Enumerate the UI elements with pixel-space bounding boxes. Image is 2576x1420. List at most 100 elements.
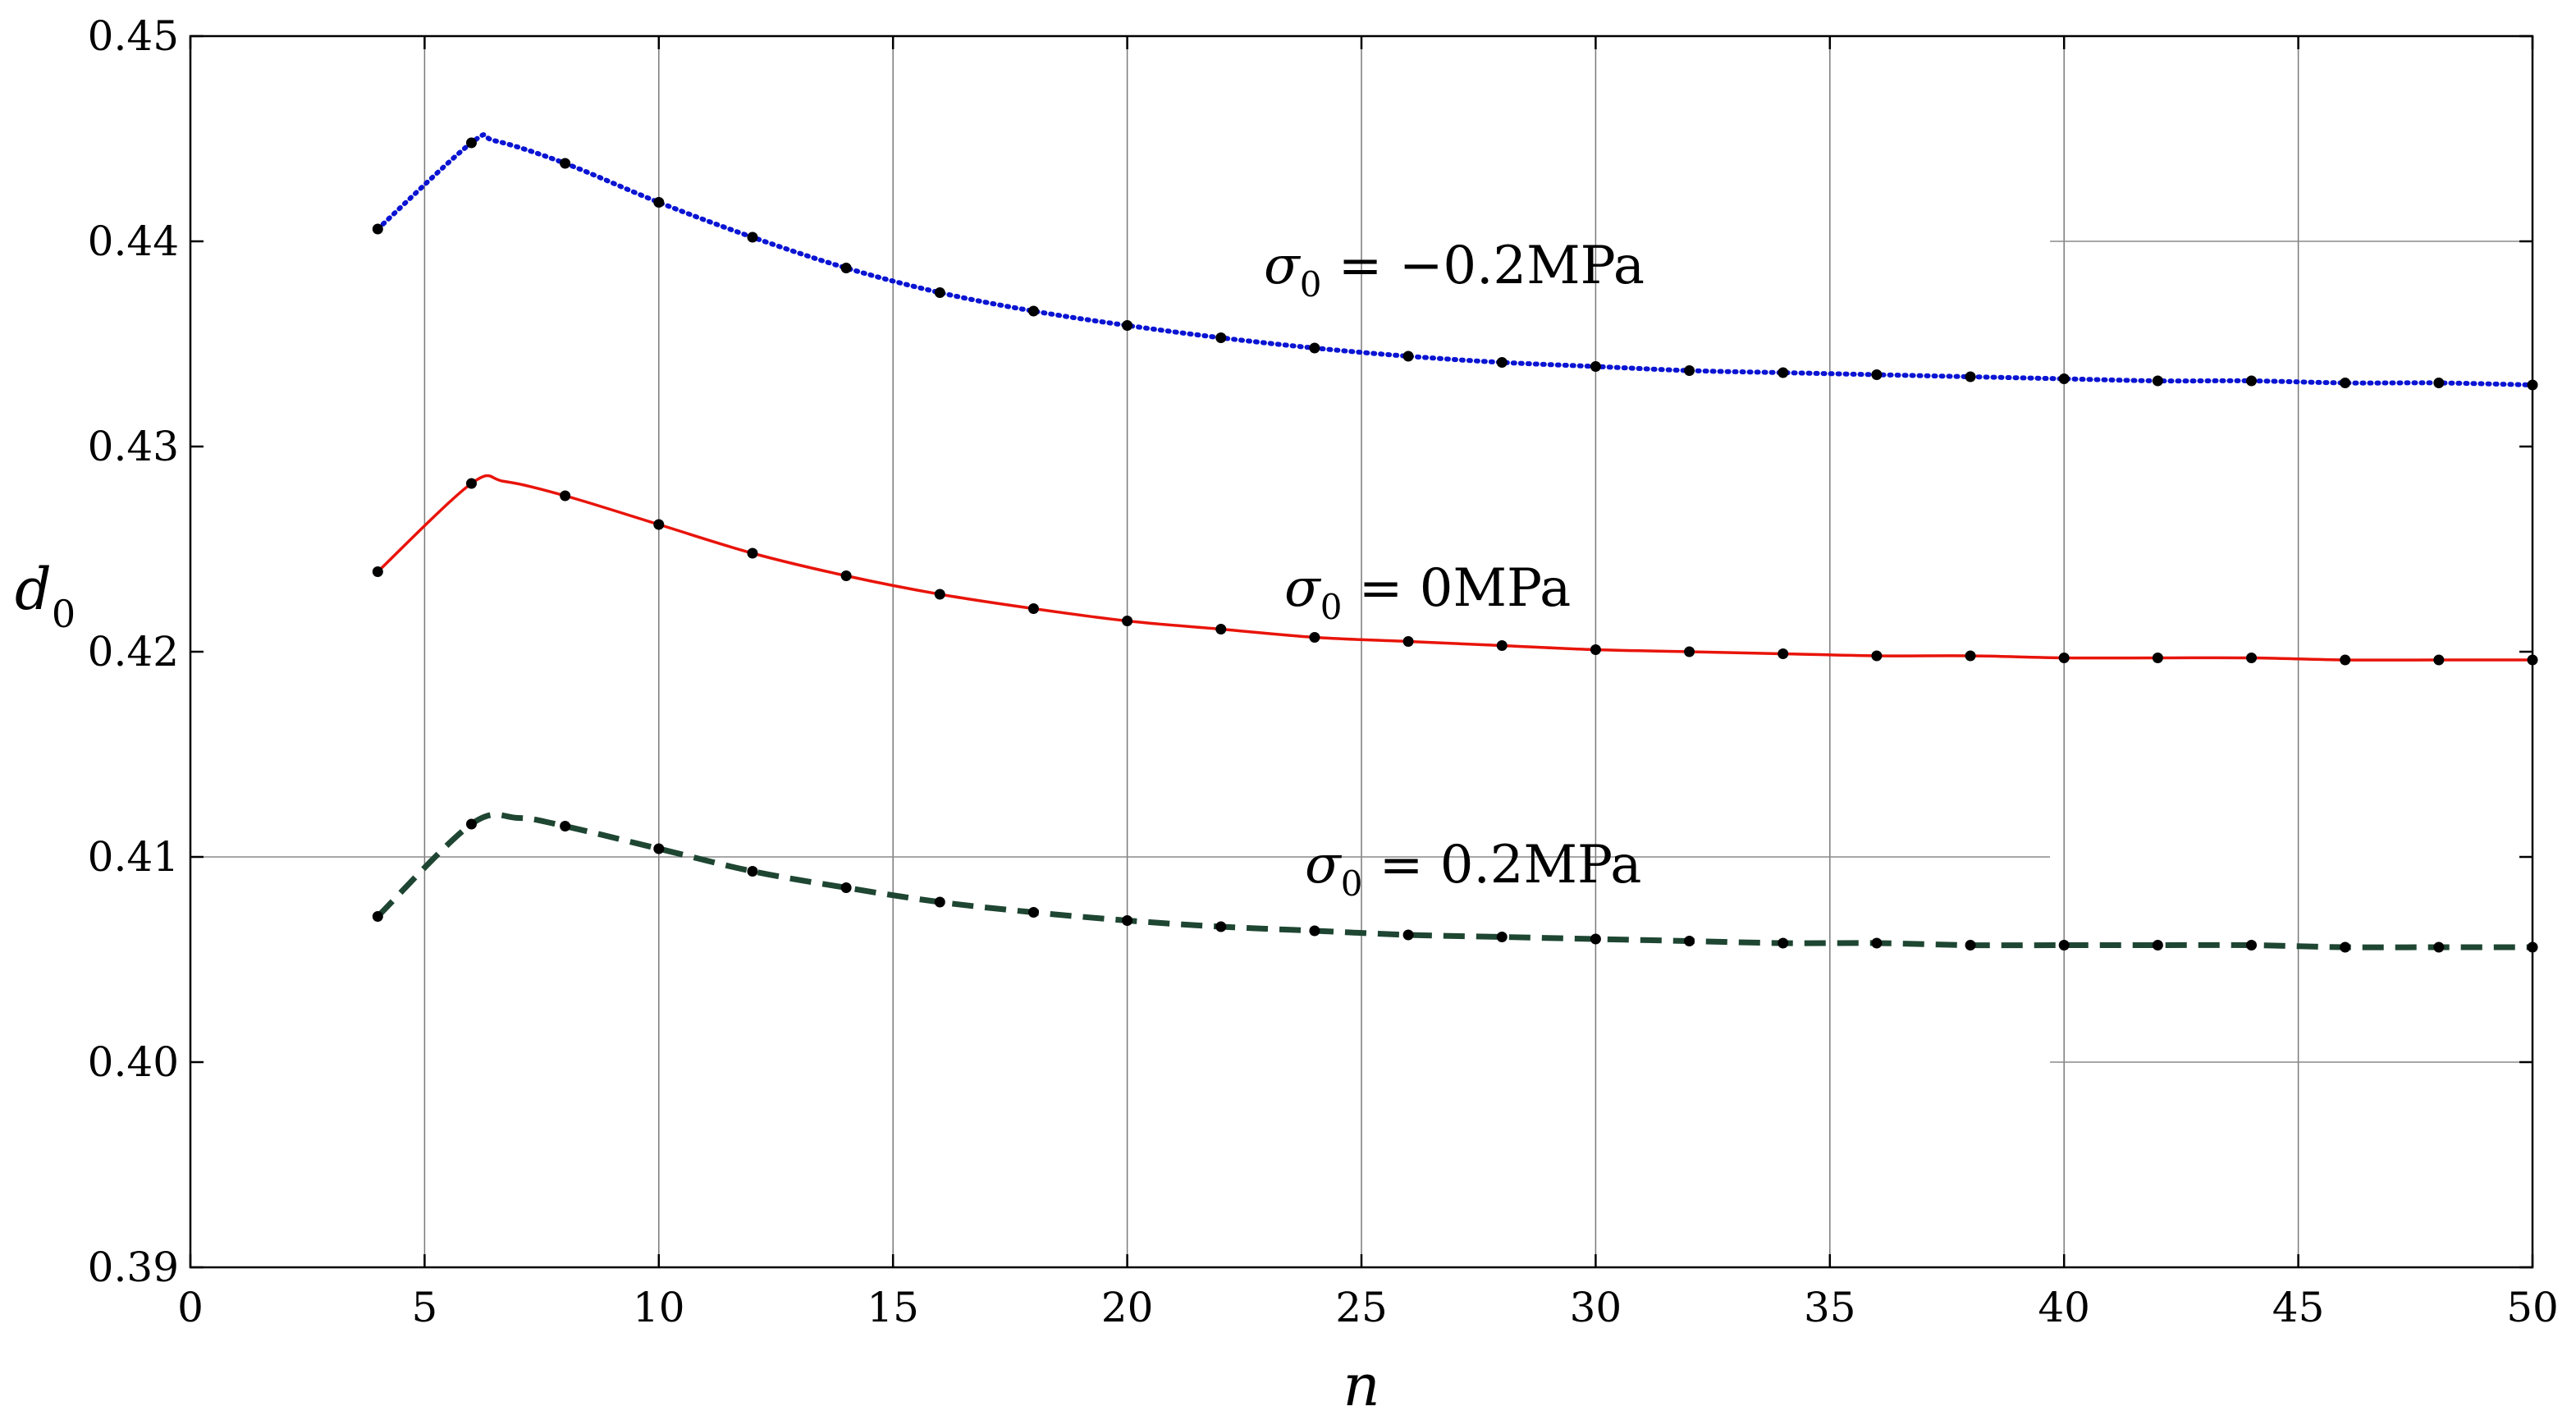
y-tick-label: 0.39 (88, 1244, 179, 1291)
data-point (934, 287, 945, 298)
data-point (653, 519, 665, 530)
data-point (465, 818, 477, 830)
data-point (1590, 644, 1601, 655)
data-point (2433, 378, 2445, 388)
data-point (1590, 933, 1601, 945)
data-point (1027, 907, 1039, 918)
tick-labels: 0 5 10 15 20 25 30 35 40 45 50 0.39 0.40 0.41 0.42 0.43… (88, 12, 2559, 1331)
data-point (747, 866, 758, 877)
data-point (934, 896, 945, 908)
data-point (2527, 941, 2538, 953)
x-tick-label: 0 (177, 1284, 204, 1331)
series-label-text: = 0.2MPa (1362, 835, 1641, 896)
series-label-symbol: σ (1264, 236, 1302, 296)
data-point (2246, 653, 2258, 663)
data-point (2246, 940, 2258, 950)
data-point (1684, 365, 1695, 376)
data-point (1684, 646, 1695, 657)
x-tick-label: 35 (1804, 1284, 1856, 1331)
data-point (2527, 379, 2538, 391)
y-tick-label: 0.43 (88, 423, 179, 470)
data-point (747, 547, 758, 559)
y-tick-label: 0.45 (88, 12, 179, 60)
data-point (1027, 305, 1039, 317)
y-axis-label-subscript: 0 (52, 592, 75, 636)
x-tick-label: 15 (867, 1284, 919, 1331)
x-axis-label: n (1343, 1352, 1380, 1419)
y-tick-label: 0.42 (88, 628, 179, 676)
y-axis-label: d0 (15, 556, 75, 636)
data-point (1215, 332, 1227, 343)
series-label-0: σ0 = −0.2MPa (1264, 236, 1645, 305)
data-point (1215, 624, 1227, 634)
data-point (1590, 361, 1601, 372)
data-point (372, 223, 383, 235)
data-point (2340, 654, 2351, 666)
x-tick-label: 30 (1570, 1284, 1622, 1331)
series-label-subscript: 0 (1320, 587, 1343, 627)
data-point (465, 137, 477, 149)
x-tick-label: 5 (411, 1284, 437, 1331)
x-tick-label: 25 (1335, 1284, 1388, 1331)
series-label-1: σ0 = 0MPa (1284, 558, 1571, 627)
x-tick-label: 20 (1101, 1284, 1154, 1331)
data-point (1122, 320, 1133, 331)
data-point (1684, 936, 1695, 946)
series-label-subscript: 0 (1341, 863, 1363, 904)
data-point (840, 882, 852, 893)
data-point (2058, 373, 2070, 384)
data-point (1309, 342, 1320, 354)
data-point (2152, 375, 2163, 387)
data-point (1778, 367, 1789, 378)
data-point (1402, 636, 1414, 647)
data-point (1871, 650, 1883, 662)
data-point (1496, 640, 1508, 651)
axes (189, 34, 2534, 1269)
data-point (2433, 941, 2445, 953)
data-point (1496, 357, 1508, 368)
data-point (1871, 369, 1883, 380)
data-point (560, 158, 571, 169)
data-point (2340, 941, 2351, 953)
data-point (372, 911, 383, 922)
data-point (2246, 375, 2258, 387)
data-point (1965, 940, 1976, 950)
x-tick-label: 40 (2038, 1284, 2090, 1331)
data-point (1215, 921, 1227, 932)
series-label-symbol: σ (1284, 558, 1322, 619)
data-point (747, 231, 758, 243)
data-point (1496, 932, 1508, 942)
data-point (1871, 937, 1883, 949)
data-point (840, 570, 852, 581)
data-point (2152, 940, 2163, 950)
data-point (560, 821, 571, 831)
data-point (653, 843, 665, 854)
data-point (1778, 648, 1789, 659)
data-point (1122, 915, 1133, 926)
y-tick-label: 0.40 (88, 1038, 179, 1086)
y-tick-label: 0.44 (88, 218, 179, 265)
data-point (840, 263, 852, 273)
series-label-text: = 0MPa (1342, 558, 1571, 619)
grid-lines (190, 36, 2533, 1267)
x-tick-label: 45 (2272, 1284, 2325, 1331)
data-point (653, 197, 665, 208)
data-point (372, 566, 383, 577)
data-point (2152, 653, 2163, 663)
x-tick-label: 10 (633, 1284, 685, 1331)
series-label-subscript: 0 (1300, 264, 1322, 305)
data-point (1778, 937, 1789, 949)
data-markers (372, 137, 2538, 953)
data-point (2058, 653, 2070, 663)
data-point (465, 478, 477, 489)
data-point (1965, 371, 1976, 382)
data-point (934, 589, 945, 600)
data-point (1027, 603, 1039, 614)
series-label-2: σ0 = 0.2MPa (1305, 835, 1641, 904)
data-point (2527, 654, 2538, 666)
data-point (1309, 632, 1320, 643)
series-label-text: = −0.2MPa (1321, 236, 1645, 296)
data-point (1402, 929, 1414, 941)
